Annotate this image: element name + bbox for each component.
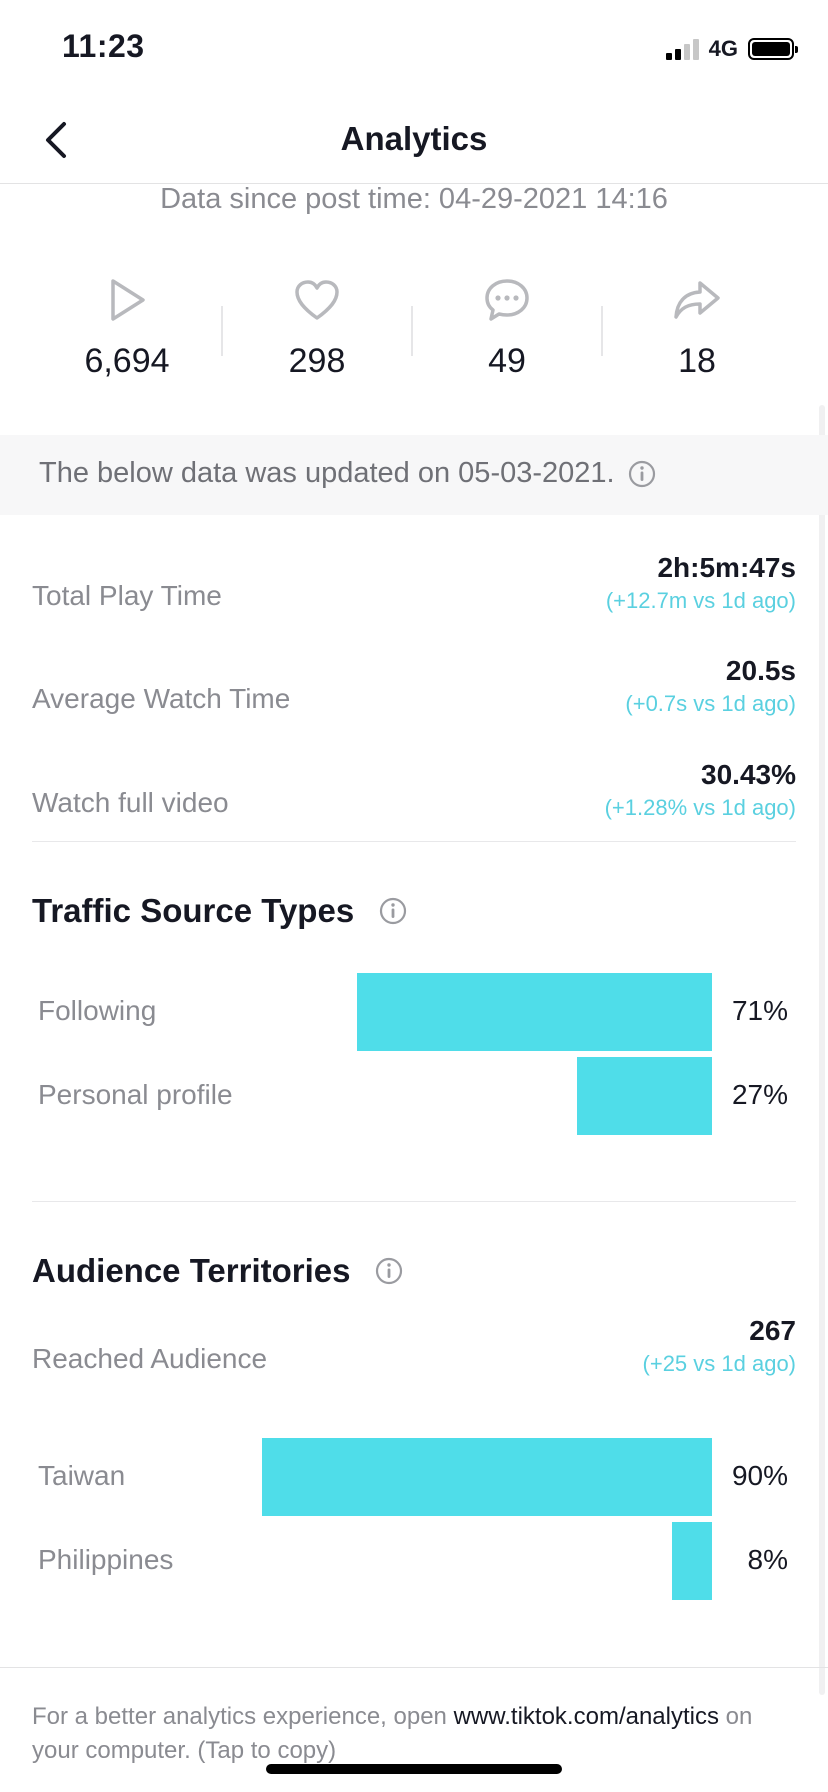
traffic-row-following: Following 71% <box>32 973 796 1051</box>
territory-label: Taiwan <box>38 1460 126 1491</box>
footer-text: For a better analytics experience, open <box>32 1703 454 1730</box>
divider <box>32 841 796 842</box>
divider <box>32 1201 796 1202</box>
traffic-percent: 27% <box>731 1079 788 1110</box>
stat-shares: 18 <box>602 272 792 381</box>
stat-likes: 298 <box>222 272 412 381</box>
scrollbar[interactable] <box>819 405 825 1695</box>
status-indicators: 4G <box>665 36 798 62</box>
comment-icon <box>485 279 529 321</box>
metric-delta: (+0.7s vs 1d ago) <box>625 691 796 716</box>
metric-value: 267 <box>749 1315 796 1346</box>
likes-count: 298 <box>288 342 346 380</box>
battery-icon <box>748 38 798 60</box>
metric-average-watch-time: Average Watch Time 20.5s (+0.7s vs 1d ag… <box>32 655 796 745</box>
views-count: 6,694 <box>84 342 170 380</box>
territory-percent: 90% <box>731 1460 788 1491</box>
traffic-bar <box>357 973 712 1051</box>
page-title: Analytics <box>340 120 488 157</box>
stat-divider <box>411 306 413 356</box>
territory-row-philippines: Philippines 8% <box>32 1522 796 1600</box>
nav-bar: Analytics <box>0 96 828 184</box>
footer-note: For a better analytics experience, open … <box>32 1700 802 1768</box>
metric-label: Total Play Time <box>32 580 222 611</box>
territory-row-taiwan: Taiwan 90% <box>32 1438 796 1516</box>
post-time-note: Data since post time: 04-29-2021 14:16 <box>160 183 668 215</box>
territory-bar <box>672 1522 712 1600</box>
metric-value: 2h:5m:47s <box>657 552 796 583</box>
shares-count: 18 <box>678 342 716 380</box>
info-icon[interactable] <box>374 1256 404 1286</box>
chevron-left-icon <box>46 122 66 158</box>
metric-value: 20.5s <box>725 655 796 686</box>
signal-icon <box>665 38 699 60</box>
stat-divider <box>601 306 603 356</box>
info-icon[interactable] <box>378 896 408 926</box>
status-bar: 11:23 4G <box>0 0 828 96</box>
status-time: 11:23 <box>62 28 145 64</box>
metric-value: 30.43% <box>701 759 796 790</box>
traffic-bar <box>577 1057 712 1135</box>
update-notice-text: The below data was updated on 05-03-2021… <box>39 457 615 489</box>
audience-title: Audience Territories <box>32 1252 351 1289</box>
territory-label: Philippines <box>38 1544 174 1575</box>
traffic-title: Traffic Source Types <box>32 892 355 929</box>
traffic-row-personal-profile: Personal profile 27% <box>32 1057 796 1135</box>
heart-icon <box>295 280 339 320</box>
update-notice: The below data was updated on 05-03-2021… <box>0 435 828 515</box>
metric-label: Watch full video <box>32 787 229 818</box>
analytics-link[interactable]: www.tiktok.com/analytics <box>453 1703 719 1730</box>
metric-label: Average Watch Time <box>32 683 291 714</box>
stat-divider <box>221 306 223 356</box>
info-icon[interactable] <box>627 459 657 489</box>
traffic-section-title: Traffic Source Types <box>32 892 408 930</box>
engagement-stats: 6,694 298 49 18 <box>0 272 828 392</box>
traffic-label: Personal profile <box>38 1079 233 1110</box>
territory-percent: 8% <box>747 1544 788 1575</box>
share-icon <box>674 281 720 319</box>
metric-total-play-time: Total Play Time 2h:5m:47s (+12.7m vs 1d … <box>32 552 796 642</box>
network-type: 4G <box>708 36 738 61</box>
metric-delta: (+25 vs 1d ago) <box>642 1351 796 1376</box>
metric-delta: (+12.7m vs 1d ago) <box>605 588 796 613</box>
stat-views: 6,694 <box>32 272 222 381</box>
stat-comments: 49 <box>412 272 602 381</box>
audience-section-title: Audience Territories <box>32 1252 404 1290</box>
territory-bar <box>262 1438 712 1516</box>
traffic-percent: 71% <box>731 995 788 1026</box>
traffic-label: Following <box>38 995 157 1026</box>
metric-watch-full-video: Watch full video 30.43% (+1.28% vs 1d ag… <box>32 759 796 849</box>
footer-text-after: on your computer. (Tap to copy) <box>32 1703 753 1764</box>
play-icon <box>111 279 145 321</box>
footer-divider <box>0 1667 828 1668</box>
back-button[interactable] <box>30 114 82 166</box>
metric-delta: (+1.28% vs 1d ago) <box>604 795 796 820</box>
metric-reached-audience: Reached Audience 267 (+25 vs 1d ago) <box>32 1315 796 1405</box>
metric-label: Reached Audience <box>32 1343 268 1374</box>
home-indicator <box>266 1764 562 1774</box>
comments-count: 49 <box>488 342 526 380</box>
